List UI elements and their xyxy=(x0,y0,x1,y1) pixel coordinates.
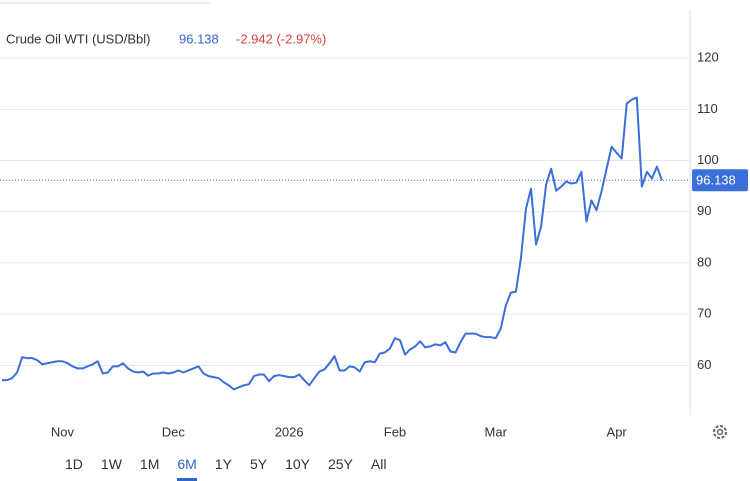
range-button[interactable]: 1D xyxy=(65,456,83,472)
title: Crude Oil WTI (USD/Bbl) xyxy=(6,31,150,46)
x-tick-label: Apr xyxy=(607,424,628,439)
change: -2.942 (-2.97%) xyxy=(236,31,326,46)
range-button[interactable]: 25Y xyxy=(327,456,353,472)
y-tick-label: 120 xyxy=(697,50,719,65)
price: 96.138 xyxy=(179,31,219,46)
range-selector: 1D 1W 1M 6M 1Y 5Y 10Y 25Y All xyxy=(56,452,395,481)
x-tick-label: 2026 xyxy=(275,424,304,439)
range-button[interactable]: 5Y xyxy=(249,456,268,472)
range-button[interactable]: 6M xyxy=(177,452,197,481)
y-tick-label: 80 xyxy=(697,254,711,269)
y-tick-label: 100 xyxy=(697,152,719,167)
last-value-label: 96.138 xyxy=(696,173,736,188)
range-button[interactable]: 1W xyxy=(100,456,122,472)
gear xyxy=(713,425,727,439)
y-tick-label: 60 xyxy=(697,357,711,372)
x-tick-label: Nov xyxy=(51,424,75,439)
range-button[interactable]: 1M xyxy=(139,456,160,472)
x-tick-label: Dec xyxy=(162,424,186,439)
range-button[interactable]: 1Y xyxy=(214,456,232,472)
y-tick-label: 90 xyxy=(697,203,711,218)
x-tick-label: Feb xyxy=(384,424,406,439)
settings-icon[interactable] xyxy=(713,425,727,439)
chart: Crude Oil WTI (USD/Bbl) 96.138 -2.942 (-… xyxy=(0,2,748,439)
price-line xyxy=(2,96,663,391)
x-tick-label: Mar xyxy=(485,424,508,439)
range-button[interactable]: 10Y xyxy=(285,456,310,472)
last-value-badge xyxy=(692,169,748,192)
y-tick-label: 110 xyxy=(697,101,718,116)
range-button[interactable]: All xyxy=(370,456,387,472)
y-tick-label: 70 xyxy=(697,306,711,321)
gear-hub xyxy=(716,428,724,436)
